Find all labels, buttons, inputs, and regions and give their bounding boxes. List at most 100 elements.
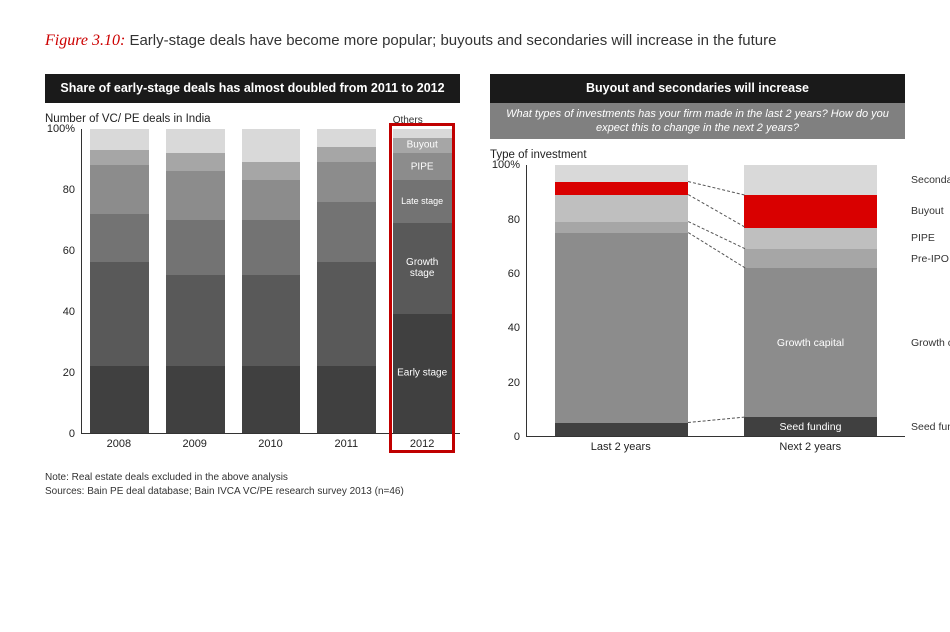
x-label: 2012 (384, 434, 460, 450)
right-axis-title: Type of investment (490, 149, 905, 161)
bar-segment (90, 129, 149, 150)
bar-segment (90, 366, 149, 433)
side-label: Buyout (911, 205, 944, 217)
bar-segment (90, 214, 149, 263)
right-chart-subheader: What types of investments has your firm … (490, 103, 905, 140)
bar-segment (555, 165, 687, 181)
y-tick: 80 (63, 184, 75, 196)
bar-segment (744, 417, 876, 436)
side-label: Seed funding (911, 421, 950, 433)
bar-segment (90, 262, 149, 365)
left-plot-wrap: 020406080100% Early stageGrowth stageLat… (45, 129, 460, 434)
y-tick: 40 (63, 306, 75, 318)
bar (90, 129, 149, 433)
left-chart-panel: Share of early-stage deals has almost do… (45, 74, 460, 453)
bar (317, 129, 376, 433)
left-y-axis: 020406080100% (45, 129, 81, 434)
y-tick: 100% (47, 123, 75, 135)
bar-segment (166, 171, 225, 220)
x-label: Last 2 years (526, 437, 716, 453)
bar-group: Seed fundingGrowth capital (716, 165, 905, 436)
figure-title: Figure 3.10: Early-stage deals have beco… (45, 30, 905, 52)
y-tick: 80 (508, 214, 520, 226)
bar-segment (744, 165, 876, 195)
bar-segment (393, 153, 452, 180)
bar-segment (317, 162, 376, 202)
right-bars: Seed fundingGrowth capital (527, 165, 905, 436)
footnote-note: Note: Real estate deals excluded in the … (45, 471, 905, 485)
bar-segment (744, 195, 876, 228)
x-label: 2009 (157, 434, 233, 450)
bar-segment (242, 220, 301, 275)
bar-segment (744, 228, 876, 250)
y-tick: 20 (63, 367, 75, 379)
side-label: PIPE (911, 232, 935, 244)
bar-group: Early stageGrowth stageLate stagePIPEBuy… (384, 129, 460, 433)
bar-segment (242, 275, 301, 366)
bar-segment (242, 129, 301, 162)
bar-segment (555, 182, 687, 196)
left-bars: Early stageGrowth stageLate stagePIPEBuy… (82, 129, 460, 433)
left-plot: Early stageGrowth stageLate stagePIPEBuy… (81, 129, 460, 434)
footnotes: Note: Real estate deals excluded in the … (45, 471, 905, 499)
side-label: Growth capital (911, 337, 950, 349)
figure-caption: Early-stage deals have become more popul… (129, 32, 776, 49)
bar-segment (555, 233, 687, 423)
bar-group (233, 129, 309, 433)
bar-segment (317, 202, 376, 263)
side-labels: Seed funding Growth capital Pre-IPO PIPE Buy… (907, 165, 950, 436)
bar-segment (317, 262, 376, 365)
bar: Early stageGrowth stageLate stagePIPEBuy… (393, 129, 452, 433)
bar-group (527, 165, 716, 436)
side-label: Secondaries (911, 174, 950, 186)
charts-row: Share of early-stage deals has almost do… (45, 74, 905, 453)
figure-number: Figure 3.10: (45, 32, 125, 49)
x-label: Next 2 years (716, 437, 906, 453)
bar-segment (393, 223, 452, 314)
bar-segment (317, 129, 376, 147)
right-plot-wrap: 020406080100% Seed fundingGrowth capital… (490, 165, 905, 437)
bar-segment (166, 129, 225, 153)
bar: Seed fundingGrowth capital (744, 165, 876, 436)
y-tick: 100% (492, 159, 520, 171)
left-chart-header: Share of early-stage deals has almost do… (45, 74, 460, 102)
y-tick: 60 (508, 268, 520, 280)
bar-segment (242, 180, 301, 220)
x-label: 2011 (308, 434, 384, 450)
bar-segment (555, 423, 687, 437)
bar (166, 129, 225, 433)
y-tick: 60 (63, 245, 75, 257)
x-label: 2010 (233, 434, 309, 450)
y-tick: 0 (69, 428, 75, 440)
bar-group (82, 129, 158, 433)
bar-segment (393, 180, 452, 223)
side-label: Pre-IPO (911, 253, 949, 265)
right-y-axis: 020406080100% (490, 165, 526, 437)
right-x-labels: Last 2 yearsNext 2 years (526, 437, 905, 453)
bar-segment (555, 222, 687, 233)
bar-segment (317, 366, 376, 433)
bar-segment (90, 165, 149, 214)
y-tick: 20 (508, 377, 520, 389)
bar-segment (393, 129, 452, 138)
bar-group (158, 129, 234, 433)
bar-group (309, 129, 385, 433)
y-tick: 40 (508, 322, 520, 334)
bar-segment (242, 366, 301, 433)
bar-segment (90, 150, 149, 165)
bar-segment (242, 162, 301, 180)
right-plot: Seed fundingGrowth capital Seed fundingG… (526, 165, 905, 437)
right-chart-panel: Buyout and secondaries will increase Wha… (490, 74, 905, 453)
bar-segment (166, 153, 225, 171)
bar (555, 165, 687, 436)
right-chart-header: Buyout and secondaries will increase (490, 74, 905, 102)
bar-segment (744, 249, 876, 268)
bar-segment (166, 366, 225, 433)
bar (242, 129, 301, 433)
bar-segment (555, 195, 687, 222)
bar-segment (744, 268, 876, 417)
bar-segment (393, 314, 452, 433)
footnote-sources: Sources: Bain PE deal database; Bain IVC… (45, 485, 905, 499)
left-x-labels: 20082009201020112012 (81, 434, 460, 450)
bar-segment (166, 220, 225, 275)
